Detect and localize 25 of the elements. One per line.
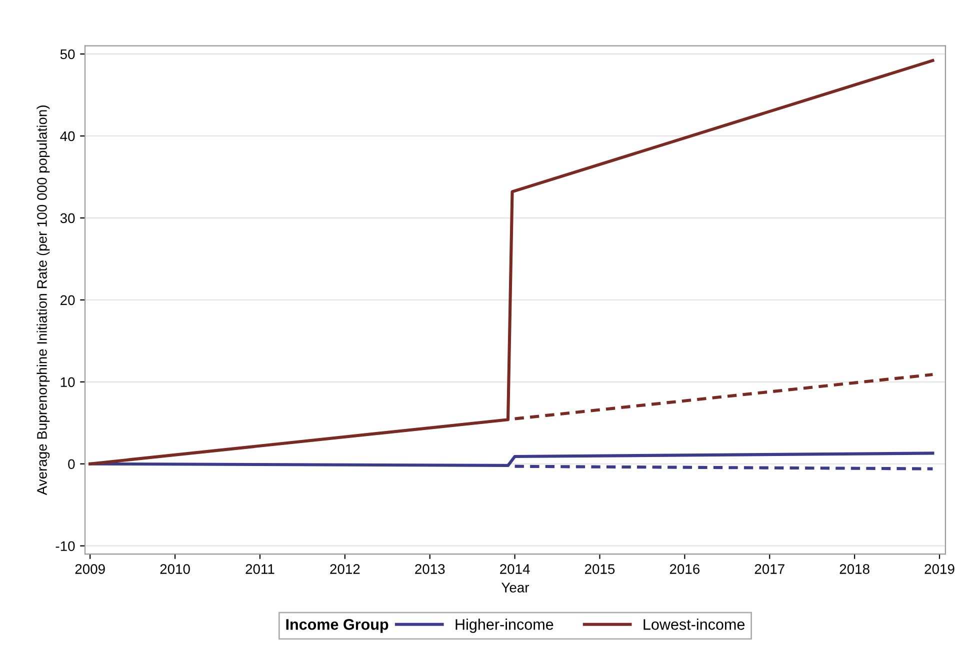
legend-label: Lowest-income [644,618,745,630]
x-tick-label: 2015 [584,564,615,574]
line-series [88,452,934,468]
y-tick-label: 20 [60,295,75,306]
x-tick-label: 2014 [500,564,530,574]
x-tick-label: 2017 [754,564,784,574]
x-tick-label: 2013 [415,564,445,574]
x-tick-label: 2010 [160,564,190,574]
x-tick-label: 2019 [924,564,954,574]
legend-label: Higher-income [456,618,554,633]
x-tick-label: 2016 [670,564,700,574]
y-axis-title: Average Buprenorphine Initiation Rate (per 100 000 population) [36,106,50,496]
y-tick-label: 40 [60,131,75,142]
y-tick-label: 0 [68,459,75,470]
y-tick-label: 30 [60,213,75,224]
y-tick-label: -10 [56,541,75,552]
y-tick-label: 50 [60,49,75,60]
x-tick-label: 2018 [840,564,870,574]
y-tick-label: 10 [60,377,75,388]
x-axis-title: Year [501,582,530,592]
x-tick-label: 2011 [246,564,274,574]
x-tick-label: 2009 [75,564,105,574]
legend-title: Income Group [286,619,388,633]
line-series [88,59,934,466]
x-tick-label: 2012 [330,564,360,574]
